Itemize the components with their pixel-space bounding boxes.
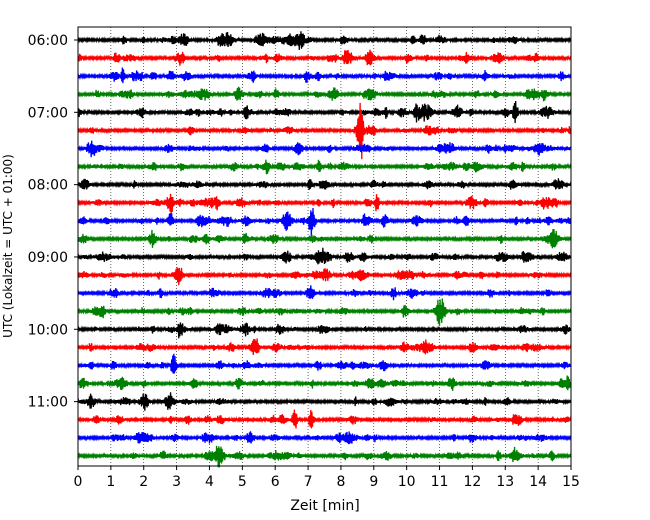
- trace-line: [77, 140, 572, 158]
- x-tick-label: 15: [562, 474, 580, 490]
- trace-line: [77, 247, 572, 265]
- x-tick-label: 0: [74, 474, 83, 490]
- trace-line: [77, 229, 572, 249]
- x-tick-label: 7: [304, 474, 313, 490]
- x-tick-label: 3: [172, 474, 181, 490]
- x-tick-label: 8: [336, 474, 345, 490]
- trace-line: [77, 159, 572, 175]
- traces-group: [77, 31, 572, 468]
- x-tick-label: 11: [431, 474, 449, 490]
- y-tick-label: 09:00: [28, 250, 68, 266]
- x-axis: 0 1 2 3 4 5 6 7 8 9 10 11 12 13 14 15: [74, 466, 580, 490]
- trace-line: [77, 100, 572, 124]
- trace-line: [77, 353, 572, 374]
- x-tick-label: 12: [463, 474, 481, 490]
- x-tick-label: 2: [139, 474, 148, 490]
- trace-line: [77, 102, 572, 160]
- trace-line: [77, 267, 572, 286]
- trace-line: [77, 409, 572, 429]
- y-tick-label: 10:00: [28, 322, 68, 338]
- y-tick-label: 06:00: [28, 33, 68, 49]
- x-tick-label: 13: [496, 474, 514, 490]
- x-tick-label: 14: [529, 474, 547, 490]
- trace-line: [77, 338, 572, 355]
- trace-line: [77, 375, 572, 391]
- x-tick-label: 9: [369, 474, 378, 490]
- trace-line: [77, 392, 572, 411]
- y-tick-label: 08:00: [28, 178, 68, 194]
- y-tick-label: 11:00: [28, 395, 68, 411]
- trace-line: [77, 193, 572, 215]
- x-tick-label: 6: [271, 474, 280, 490]
- trace-line: [77, 298, 572, 326]
- x-tick-label: 10: [398, 474, 416, 490]
- x-tick-label: 5: [238, 474, 247, 490]
- trace-line: [77, 86, 572, 102]
- trace-line: [77, 49, 572, 66]
- trace-line: [77, 322, 572, 339]
- trace-line: [77, 431, 572, 445]
- x-tick-label: 4: [205, 474, 214, 490]
- trace-line: [77, 67, 572, 84]
- trace-line: [77, 207, 572, 237]
- y-axis: 06:00 07:00 08:00 09:00 10:00 11:00: [28, 33, 78, 411]
- trace-line: [77, 178, 572, 190]
- y-axis-label: UTC (Lokalzeit = UTC + 01:00): [1, 154, 15, 338]
- x-axis-label: Zeit [min]: [290, 498, 359, 514]
- trace-line: [77, 285, 572, 301]
- trace-line: [77, 445, 572, 468]
- trace-line: [77, 31, 572, 50]
- y-tick-label: 07:00: [28, 105, 68, 121]
- plot-frame: [77, 26, 572, 467]
- x-tick-label: 1: [106, 474, 115, 490]
- vertical-grid: [110, 27, 539, 466]
